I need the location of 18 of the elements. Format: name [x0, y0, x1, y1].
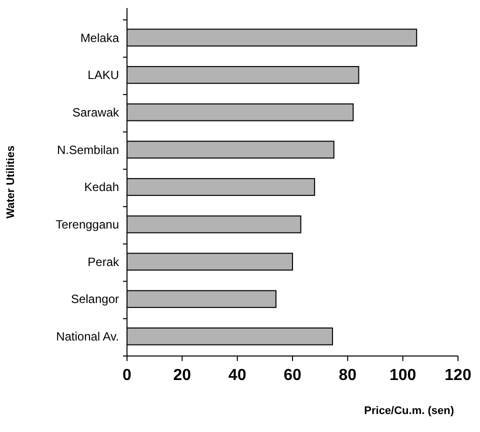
x-tick-label: 80 — [338, 367, 357, 384]
x-axis-title: Price/Cu.m. (sen) — [364, 405, 454, 417]
y-tick-label: Terengganu — [56, 218, 119, 232]
y-tick-label: Selangor — [70, 292, 119, 306]
y-tick-label: LAKU — [88, 68, 119, 82]
y-tick-label: Melaka — [80, 30, 120, 45]
y-tick-label: Perak — [88, 254, 120, 269]
x-tick-label: 60 — [284, 367, 302, 384]
x-tick-label: 100 — [389, 367, 416, 384]
x-tick-label: 0 — [122, 367, 132, 384]
x-tick-label: 40 — [228, 367, 246, 384]
y-tick-label: Sarawak — [72, 106, 120, 120]
y-tick-label: Kedah — [84, 180, 119, 194]
y-tick-label: N.Sembilan — [56, 142, 119, 157]
x-tick-label: 120 — [444, 367, 472, 384]
x-tick-label: 20 — [173, 367, 192, 384]
y-tick-label: National Av. — [56, 330, 119, 344]
y-axis-title: Water Utilities — [5, 146, 17, 218]
